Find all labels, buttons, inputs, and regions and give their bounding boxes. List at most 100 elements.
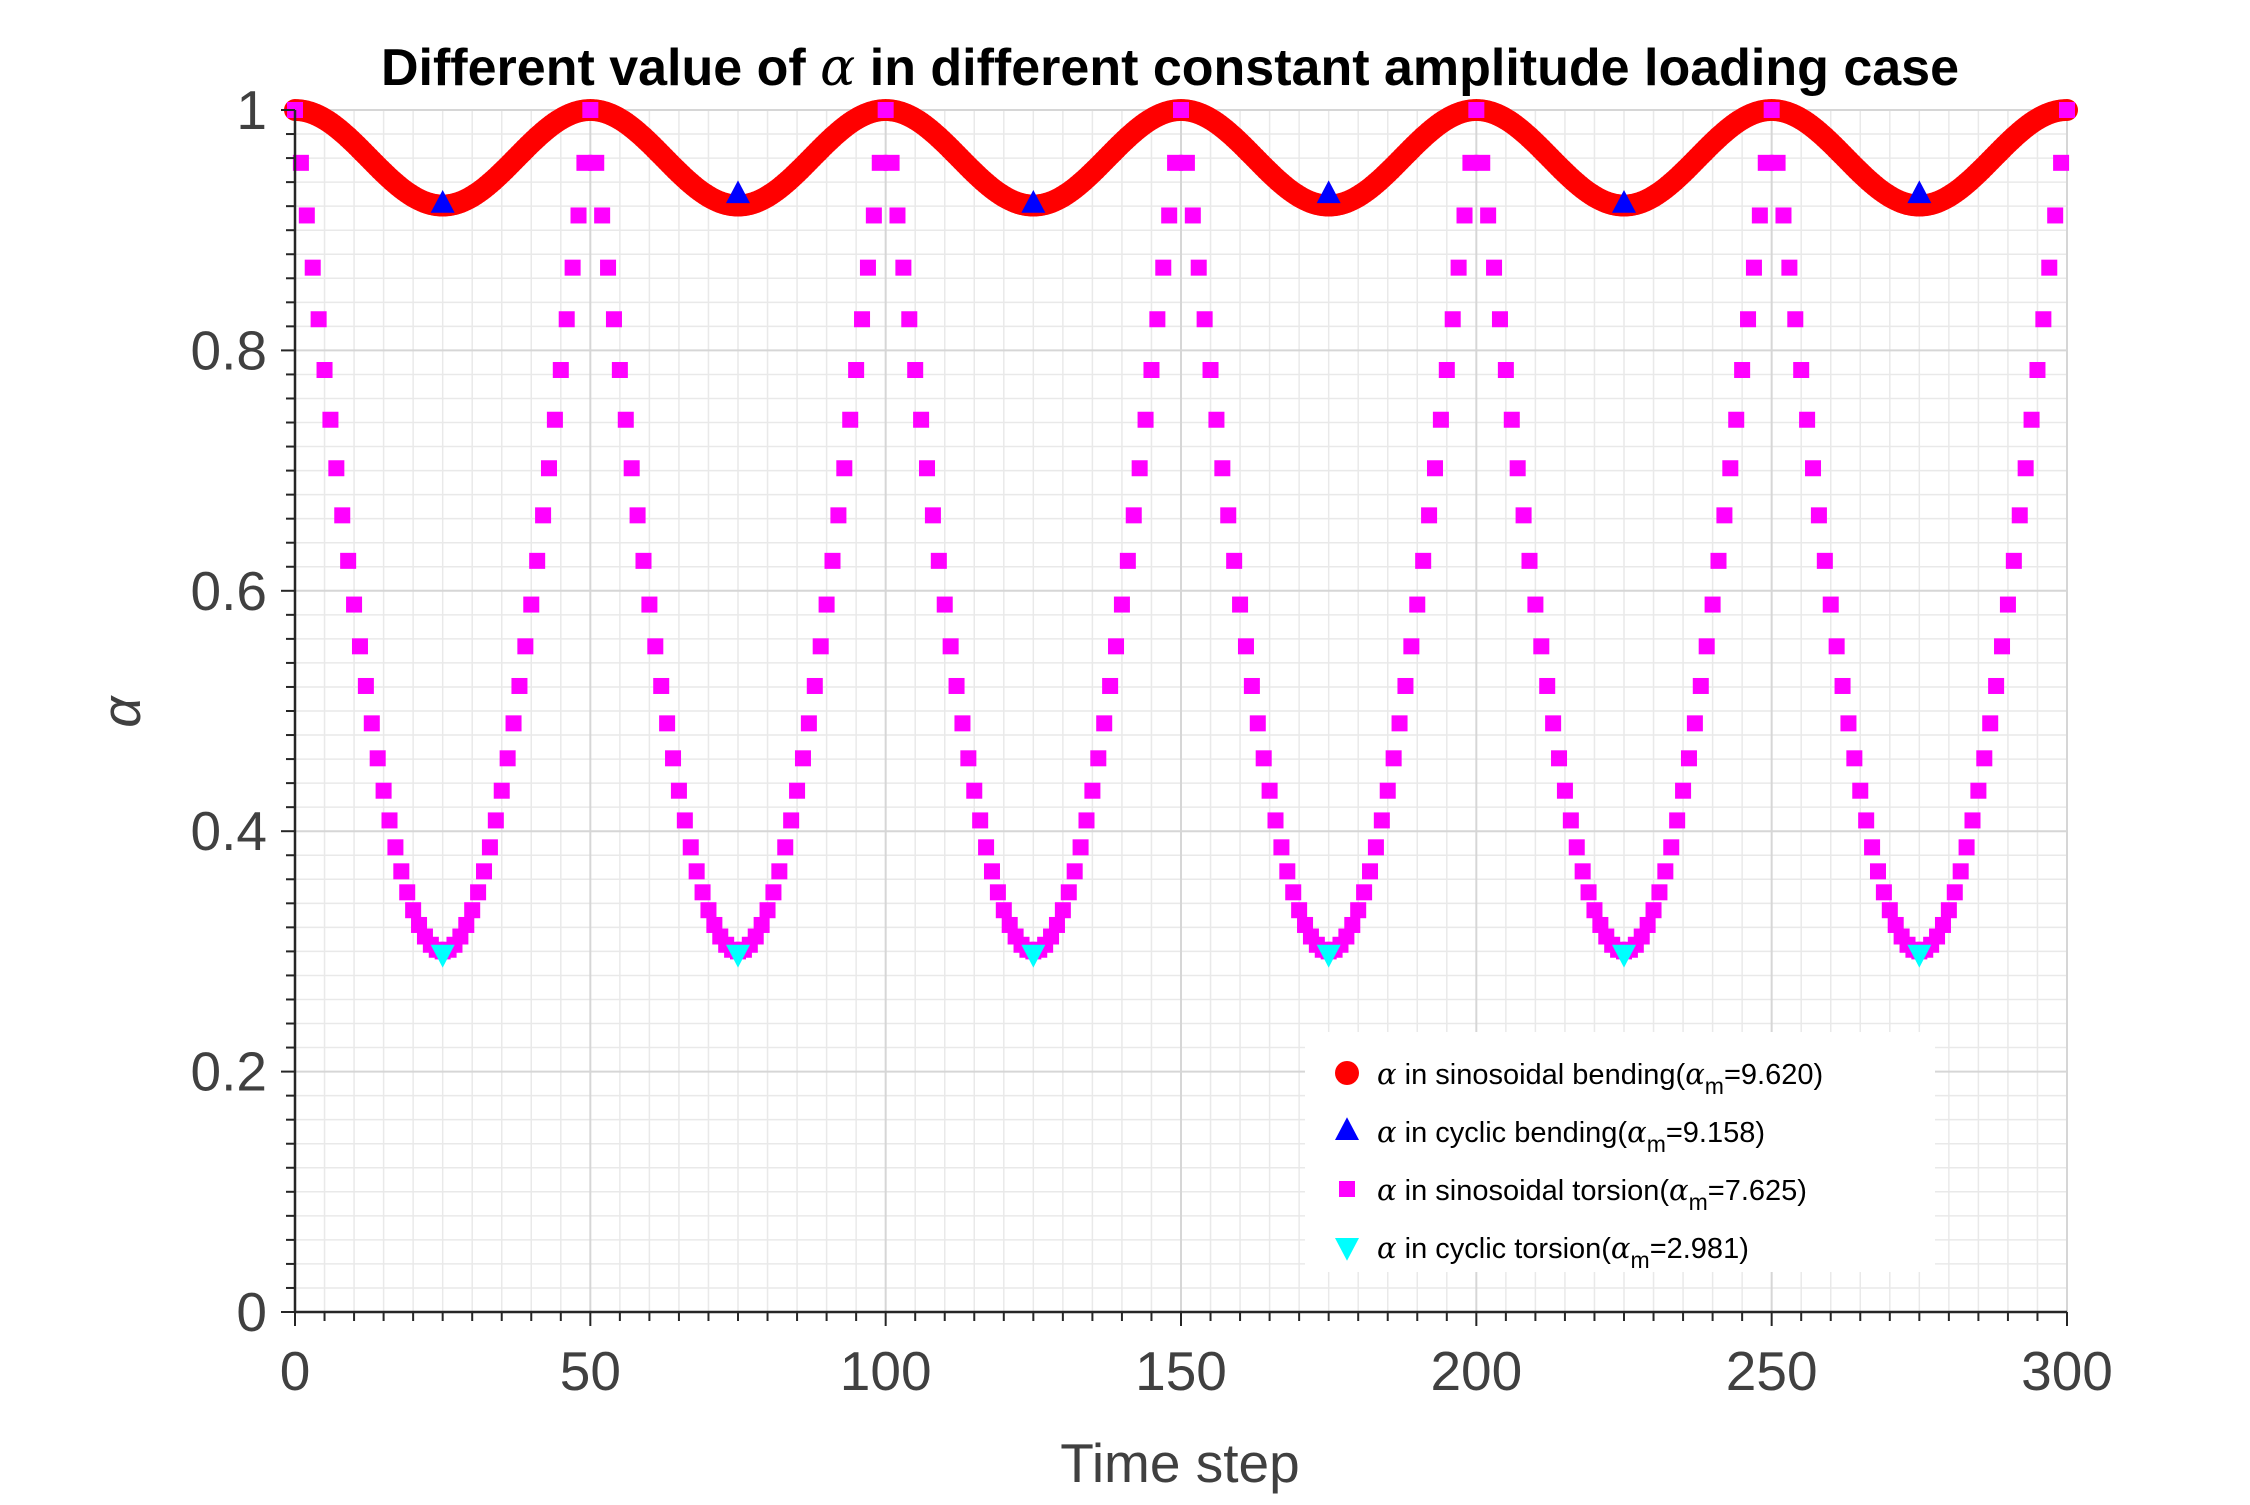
data-point bbox=[2047, 207, 2064, 224]
legend-marker bbox=[1335, 1117, 1359, 1140]
y-tick-label: 0.4 bbox=[191, 800, 267, 862]
axes bbox=[281, 109, 2068, 1326]
data-point bbox=[357, 677, 374, 694]
data-point bbox=[1834, 677, 1851, 694]
data-point bbox=[1509, 460, 1526, 477]
data-point bbox=[529, 552, 546, 569]
data-point bbox=[1692, 677, 1709, 694]
data-point bbox=[1787, 311, 1804, 328]
data-point bbox=[363, 715, 380, 732]
data-point bbox=[1131, 460, 1148, 477]
legend-text-part: α bbox=[1377, 1231, 1397, 1265]
data-point bbox=[641, 596, 658, 613]
data-point bbox=[726, 180, 750, 204]
data-point bbox=[1781, 259, 1798, 276]
data-point bbox=[1551, 750, 1568, 767]
data-point bbox=[1350, 902, 1367, 919]
data-point bbox=[1946, 884, 1963, 901]
data-point bbox=[895, 259, 912, 276]
data-point bbox=[1497, 362, 1514, 379]
y-tick-label: 0.6 bbox=[191, 560, 267, 622]
data-point bbox=[1066, 863, 1083, 880]
legend-text-part: α bbox=[1377, 1057, 1397, 1091]
legend-text-part: =7.625) bbox=[1708, 1175, 1807, 1207]
x-tick-label: 150 bbox=[1135, 1340, 1227, 1402]
x-tick-label: 50 bbox=[560, 1340, 621, 1402]
series-3 bbox=[287, 102, 2075, 960]
data-point bbox=[2005, 552, 2022, 569]
legend-text-part: α bbox=[1611, 1231, 1631, 1265]
data-point bbox=[1155, 259, 1172, 276]
data-point bbox=[430, 189, 455, 213]
data-point bbox=[1745, 259, 1762, 276]
data-point bbox=[2053, 154, 2070, 171]
data-point bbox=[1964, 812, 1981, 829]
data-point bbox=[1196, 311, 1213, 328]
legend-item-1: α in sinosoidal bending(αm=9.620) bbox=[1335, 1057, 1823, 1099]
legend-item-4: α in cyclic torsion(αm=2.981) bbox=[1335, 1231, 1749, 1273]
data-point bbox=[995, 902, 1012, 919]
data-point bbox=[1875, 884, 1892, 901]
data-point bbox=[430, 944, 455, 968]
data-point bbox=[1840, 715, 1857, 732]
data-point bbox=[688, 863, 705, 880]
data-point bbox=[1503, 411, 1520, 428]
data-point bbox=[806, 677, 823, 694]
data-point bbox=[883, 154, 900, 171]
data-point bbox=[1273, 839, 1290, 856]
data-point bbox=[889, 207, 906, 224]
data-point bbox=[499, 750, 516, 767]
data-point bbox=[1480, 207, 1497, 224]
data-point bbox=[1385, 750, 1402, 767]
legend-text-part: in cyclic bending( bbox=[1397, 1117, 1628, 1149]
legend-label: α in cyclic bending(αm=9.158) bbox=[1377, 1115, 1765, 1157]
data-point bbox=[1456, 207, 1473, 224]
data-point bbox=[1285, 884, 1302, 901]
data-point bbox=[1249, 715, 1266, 732]
data-point bbox=[1751, 207, 1768, 224]
data-point bbox=[2029, 362, 2046, 379]
data-point bbox=[848, 362, 865, 379]
data-point bbox=[2059, 102, 2075, 118]
data-point bbox=[978, 839, 995, 856]
data-point bbox=[304, 259, 321, 276]
data-point bbox=[1267, 812, 1284, 829]
data-point bbox=[1291, 902, 1308, 919]
data-point bbox=[1102, 677, 1119, 694]
data-point bbox=[511, 677, 528, 694]
data-point bbox=[682, 839, 699, 856]
legend-text-part: in sinosoidal bending( bbox=[1397, 1059, 1686, 1091]
data-point bbox=[665, 750, 682, 767]
x-axis-label: Time step bbox=[1060, 1432, 1299, 1494]
data-point bbox=[907, 362, 924, 379]
data-point bbox=[1769, 154, 1786, 171]
data-point bbox=[1243, 677, 1260, 694]
y-tick-label: 0 bbox=[236, 1281, 267, 1343]
data-point bbox=[393, 863, 410, 880]
data-point bbox=[558, 311, 575, 328]
tick-labels: 0 50 100 150 200 250 300 0 0.2 0.4 0.6 0.8 1 bbox=[191, 79, 2113, 1402]
data-point bbox=[1261, 782, 1278, 799]
data-point bbox=[1119, 552, 1136, 569]
data-point bbox=[588, 154, 605, 171]
data-point bbox=[1907, 180, 1932, 204]
data-point bbox=[1208, 411, 1225, 428]
legend-marker bbox=[1335, 1061, 1359, 1085]
data-point bbox=[2011, 507, 2028, 524]
data-point bbox=[676, 812, 693, 829]
data-point bbox=[1021, 944, 1046, 968]
legend-item-3: α in sinosoidal torsion(αm=7.625) bbox=[1339, 1173, 1807, 1215]
data-point bbox=[1344, 916, 1361, 933]
data-point bbox=[1663, 839, 1680, 856]
data-point bbox=[1994, 638, 2011, 655]
data-point bbox=[1060, 884, 1077, 901]
data-point bbox=[594, 207, 611, 224]
data-point bbox=[1728, 411, 1745, 428]
data-point bbox=[647, 638, 664, 655]
data-point bbox=[1021, 189, 1046, 213]
data-point bbox=[1403, 638, 1420, 655]
data-point bbox=[1645, 902, 1662, 919]
data-point bbox=[1586, 902, 1603, 919]
legend-label: α in cyclic torsion(αm=2.981) bbox=[1377, 1231, 1749, 1273]
